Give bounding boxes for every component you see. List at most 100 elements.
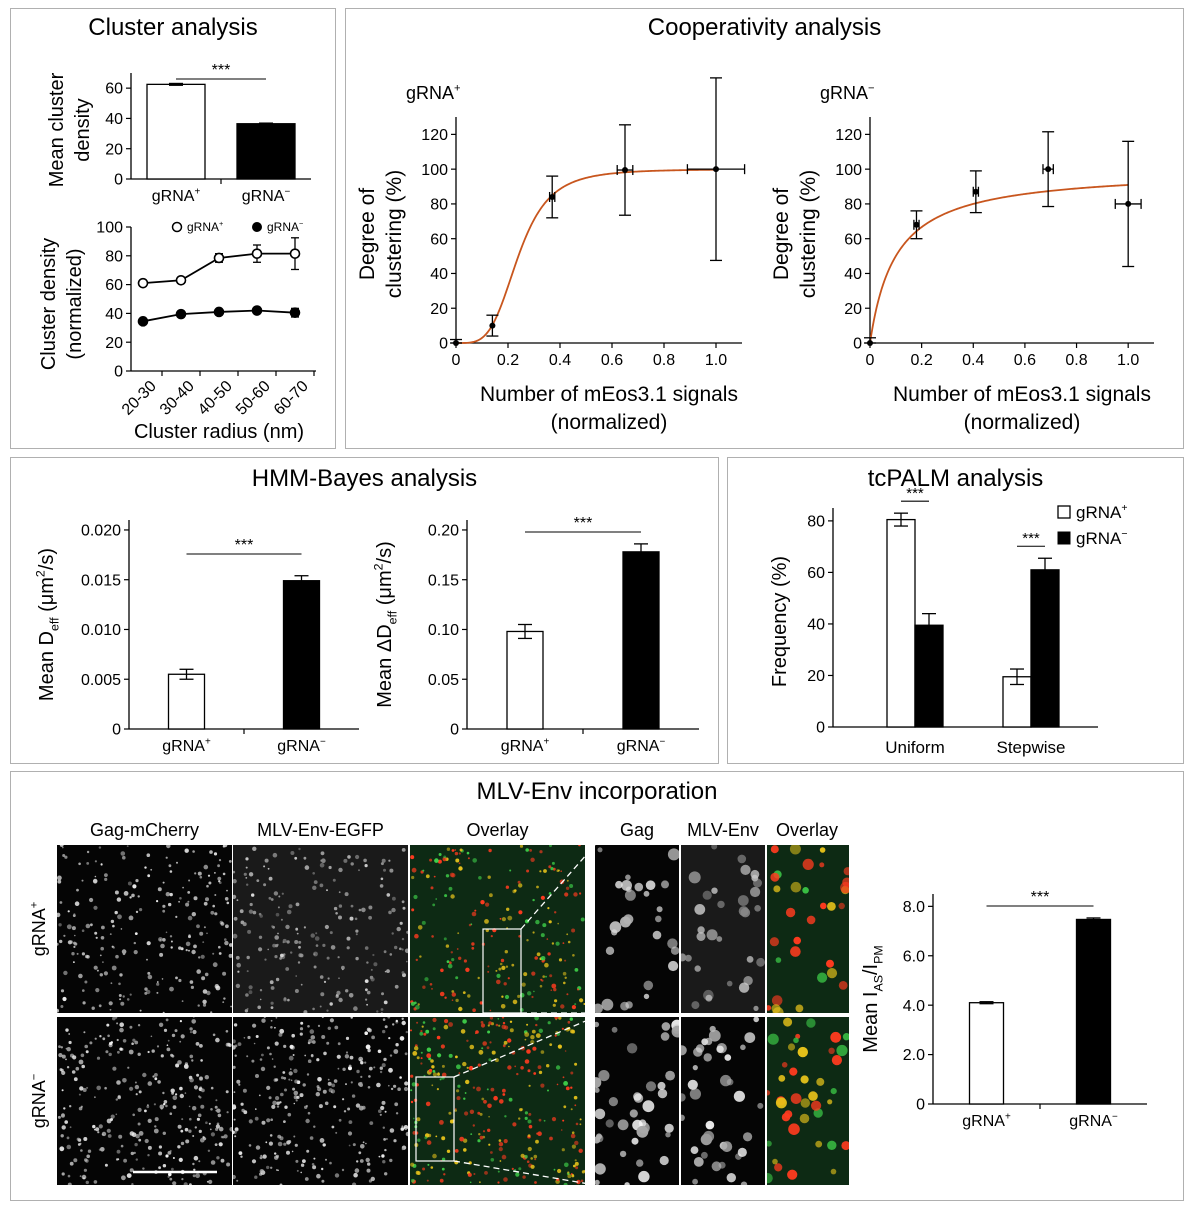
micrograph-puncta	[621, 880, 632, 891]
hmm-deff-y-label: Mean Deff (μm2/s)	[34, 548, 62, 701]
micrograph-puncta	[95, 988, 100, 993]
micrograph-puncta	[233, 916, 238, 921]
micrograph-puncta	[179, 1093, 184, 1099]
hmm-delta-deff-bar	[506, 630, 544, 730]
micrograph-puncta	[270, 1006, 274, 1009]
micrograph-puncta	[106, 1023, 110, 1027]
micrograph-puncta	[490, 1087, 495, 1092]
micrograph-puncta	[617, 1119, 629, 1131]
micrograph-puncta	[718, 1161, 726, 1169]
micrograph-puncta	[71, 952, 75, 956]
micrograph-puncta	[578, 1148, 583, 1153]
micrograph-puncta	[543, 1119, 546, 1122]
micrograph-puncta	[496, 979, 501, 985]
coop-plus-x-tick-label: 0.4	[549, 352, 571, 369]
micrograph-puncta	[365, 1044, 371, 1050]
micrograph-puncta	[583, 1169, 585, 1173]
micrograph-puncta	[73, 1077, 78, 1082]
micrograph-puncta	[168, 864, 172, 868]
micrograph-puncta	[76, 952, 79, 955]
micrograph-puncta	[826, 959, 834, 968]
coop-minus-y-tick-label: 80	[844, 197, 862, 214]
micrograph-puncta	[401, 948, 404, 951]
micrograph-puncta	[177, 1145, 181, 1149]
micrograph-puncta	[117, 1050, 120, 1054]
micrograph-puncta	[528, 1084, 531, 1087]
micrograph-puncta	[291, 1033, 295, 1038]
micrograph-puncta	[422, 1021, 426, 1024]
micrograph-puncta	[293, 1068, 298, 1074]
micrograph-puncta	[322, 1143, 326, 1147]
micrograph-puncta	[358, 908, 362, 912]
micrograph-puncta	[479, 1001, 483, 1005]
micrograph-puncta	[313, 880, 318, 884]
micrograph-puncta	[706, 929, 718, 941]
micrograph-puncta	[524, 1154, 528, 1159]
micrograph-puncta	[643, 890, 650, 897]
micrograph-puncta	[526, 1023, 529, 1026]
coop-minus-y-tick-label: 60	[844, 231, 862, 248]
micrograph-puncta	[254, 1116, 259, 1121]
micrograph-puncta	[303, 926, 306, 929]
micrograph-puncta	[441, 1167, 445, 1171]
micrograph-puncta	[217, 876, 222, 881]
micrograph-puncta	[258, 1094, 261, 1097]
micrograph-puncta	[313, 1125, 316, 1128]
micrograph-puncta	[548, 920, 552, 924]
micrograph-puncta	[85, 954, 89, 959]
micrograph-puncta	[570, 1086, 573, 1089]
micrograph-puncta	[200, 1059, 203, 1062]
micrograph-puncta	[146, 1105, 150, 1109]
micrograph-puncta	[555, 941, 560, 946]
micrograph-puncta	[72, 1055, 77, 1060]
micrograph-puncta	[800, 1075, 809, 1084]
micrograph-puncta	[112, 1017, 116, 1021]
micrograph-puncta	[165, 931, 168, 934]
micrograph-puncta	[162, 909, 166, 913]
micrograph-puncta	[193, 1155, 199, 1161]
micrograph-puncta	[220, 1135, 224, 1139]
micrograph-puncta	[455, 858, 460, 863]
micrograph-puncta	[118, 1134, 123, 1139]
micrograph-puncta	[300, 1171, 302, 1174]
micrograph-puncta	[142, 1167, 145, 1170]
density-radius-legend-marker	[252, 222, 262, 232]
micrograph-puncta	[451, 958, 455, 962]
micrograph-puncta	[62, 854, 66, 857]
micrograph-puncta	[636, 1125, 649, 1138]
micrograph-puncta	[532, 931, 535, 934]
micrograph-puncta	[206, 1180, 209, 1183]
micrograph-puncta	[156, 991, 159, 994]
micrograph-puncta	[163, 1100, 168, 1104]
micrograph-puncta	[277, 1134, 282, 1139]
micrograph-puncta	[540, 933, 545, 938]
micrograph-puncta	[270, 1001, 274, 1005]
micrograph-env-gRNA-plus	[233, 845, 408, 1013]
micrograph-puncta	[217, 864, 221, 868]
micrograph-puncta	[769, 937, 779, 947]
micrograph-puncta	[212, 962, 218, 968]
micrograph-puncta	[137, 1122, 141, 1126]
mlv-ias-bar	[968, 1002, 1005, 1105]
micrograph-puncta	[566, 993, 569, 996]
micrograph-puncta	[316, 1058, 320, 1062]
micrograph-puncta	[503, 1139, 508, 1144]
coop-plus-point	[549, 193, 556, 200]
micrograph-puncta	[562, 971, 567, 976]
micrograph-puncta	[121, 1175, 126, 1181]
micrograph-puncta	[311, 1040, 316, 1044]
micrograph-puncta	[160, 943, 165, 949]
micrograph-puncta	[566, 933, 569, 936]
micrograph-puncta	[808, 1091, 818, 1101]
micrograph-puncta	[268, 876, 273, 881]
micrograph-puncta	[626, 1043, 638, 1054]
tcpalm-legend-label: gRNA+	[1076, 502, 1128, 522]
coop-plus-y-tick-label: 20	[430, 301, 448, 318]
micrograph-puncta	[507, 977, 510, 980]
micrograph-puncta	[564, 1162, 569, 1168]
micrograph-puncta	[503, 982, 507, 986]
micrograph-puncta	[744, 1032, 756, 1043]
micrograph-puncta	[458, 862, 461, 865]
micrograph-puncta	[355, 933, 358, 936]
micrograph-puncta	[399, 947, 402, 951]
